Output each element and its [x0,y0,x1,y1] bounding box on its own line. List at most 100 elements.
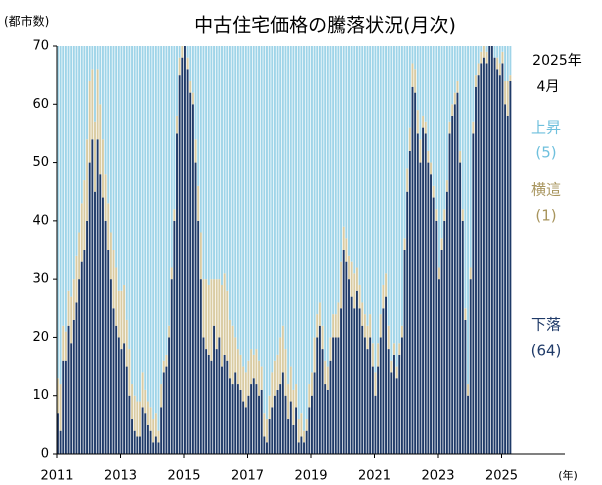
bar-segment [279,384,282,454]
bar-segment [332,314,335,338]
bar-segment [361,325,364,454]
bar-segment [482,57,485,455]
bar-segment [316,337,319,454]
bar-segment [395,46,398,367]
bar-segment [334,314,337,338]
bar-segment [506,115,509,454]
bar-segment [78,46,81,233]
bar-segment [448,133,451,454]
bar-segment [276,46,279,355]
bar-segment [131,419,133,454]
bar-segment [149,407,152,431]
bar-segment [456,92,459,454]
y-tick-label: 0 [41,447,49,462]
bar-segment [477,75,480,455]
y-tick-label: 40 [32,213,49,228]
bar-segment [287,419,290,454]
bar-segment [398,343,401,355]
bar-segment [117,290,120,338]
bar-segment [464,46,467,309]
bar-segment [445,191,448,454]
bar-segment [189,92,192,454]
bar-segment [451,104,454,116]
bar-segment [157,442,160,454]
y-tick-label: 20 [32,330,49,345]
bar-segment [300,413,303,437]
bar-segment [406,191,409,454]
bar-segment [281,325,284,373]
bar-segment [112,46,115,250]
date-label: 4月 [537,79,560,95]
bar-segment [350,261,353,297]
bar-segment [176,133,178,454]
bar-segment [162,360,165,373]
bar-segment [424,46,427,122]
bar-segment [308,384,311,408]
bar-segment [422,127,425,454]
bar-segment [348,279,350,454]
bar-segment [308,46,311,385]
bar-segment [80,261,83,454]
bar-segment [136,401,139,437]
bar-segment [340,46,343,262]
bar-segment [250,46,253,350]
bar-segment [453,104,456,455]
bar-segment [210,46,213,280]
bar-segment [427,162,430,455]
bar-segment [154,413,157,437]
bar-segment [348,46,350,256]
bar-segment [477,46,480,64]
bar-segment [329,337,332,361]
y-tick-label: 50 [32,155,49,170]
bar-segment [236,349,239,385]
bar-segment [456,80,459,93]
bar-segment [419,46,422,140]
bar-segment [152,46,155,420]
bar-segment [144,389,147,414]
bar-segment [176,46,178,116]
bar-segment [284,46,287,350]
bar-segment [403,238,406,250]
bar-segment [432,46,435,186]
bar-segment [239,389,242,454]
bar-segment [490,46,493,454]
bar-segment [324,46,327,361]
bar-segment [289,366,292,402]
y-axis-label: (都市数) [4,14,49,29]
bar-segment [295,46,298,385]
bar-segment [258,46,260,361]
bar-segment [223,46,226,274]
bar-segment [75,255,78,303]
bar-segment [75,46,78,256]
bar-segment [440,46,443,239]
legend-label: 上昇 [531,119,561,137]
bar-segment [189,46,192,81]
bar-segment [382,46,385,285]
bar-segment [221,366,223,454]
bar-segment [64,46,67,332]
bar-segment [504,80,507,105]
bar-segment [173,209,176,221]
bar-segment [197,220,200,454]
date-label: 2025年 [532,53,582,69]
bar-segment [133,46,136,396]
bar-segment [432,197,435,455]
bar-segment [112,250,115,309]
bar-segment [377,343,380,367]
bar-segment [464,308,467,320]
bar-segment [289,46,292,367]
bar-segment [273,395,276,454]
bar-segment [390,46,393,361]
bar-segment [448,121,451,134]
bar-segment [311,395,313,454]
bar-segment [207,46,210,285]
bar-segment [239,354,242,390]
bar-segment [340,261,343,309]
bar-segment [363,314,366,338]
bar-segment [213,46,216,280]
bar-segment [154,436,157,454]
bar-segment [88,46,91,81]
bar-segment [59,46,62,385]
bar-segment [170,267,173,280]
